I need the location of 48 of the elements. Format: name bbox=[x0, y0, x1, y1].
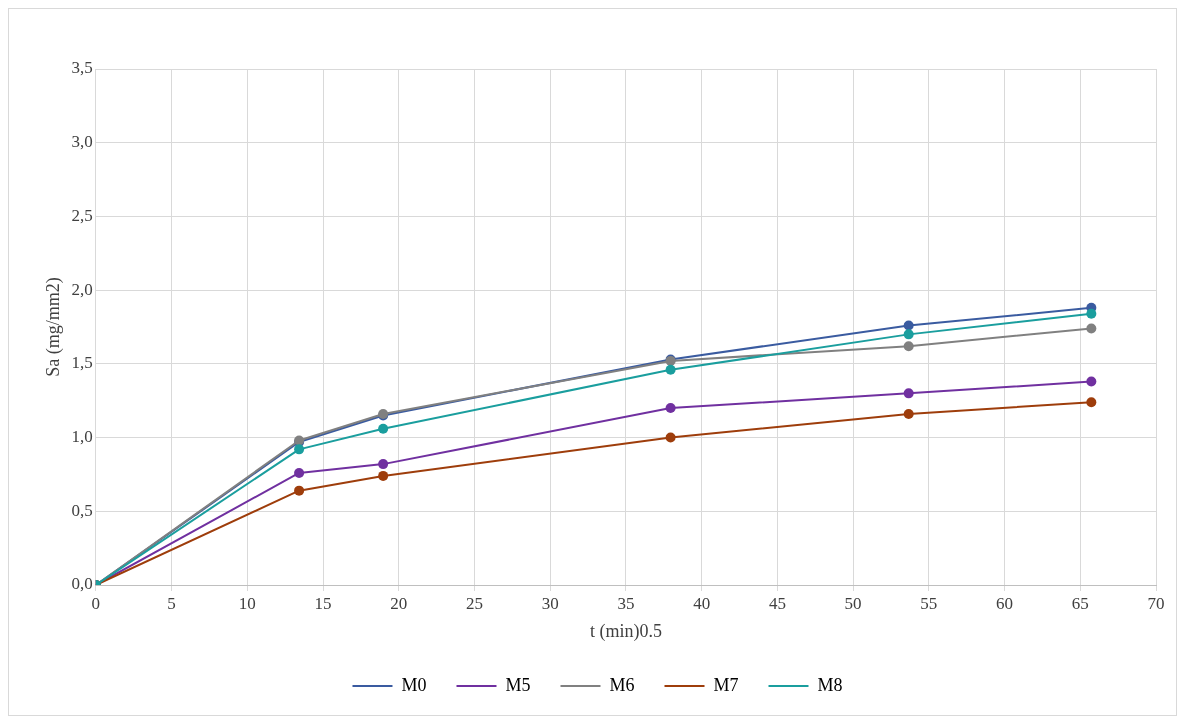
x-tick-label: 60 bbox=[996, 593, 1014, 613]
y-tick-label: 1,5 bbox=[71, 353, 93, 373]
point bbox=[903, 329, 914, 340]
y-tick-label: 3,0 bbox=[71, 132, 93, 152]
y-axis-title: Sa (mg/mm2) bbox=[42, 277, 64, 377]
point bbox=[665, 432, 676, 443]
x-tick-label: 40 bbox=[693, 593, 711, 613]
x-tick-label: 25 bbox=[465, 593, 483, 613]
point bbox=[1086, 308, 1097, 319]
x-tick-label: 0 bbox=[91, 593, 101, 613]
legend-label: M0 bbox=[401, 674, 427, 695]
x-tick-label: 45 bbox=[768, 593, 786, 613]
point bbox=[903, 341, 914, 352]
point bbox=[378, 470, 389, 481]
point bbox=[294, 485, 305, 496]
point bbox=[378, 423, 389, 434]
x-tick-label: 35 bbox=[617, 593, 635, 613]
x-tick-label: 5 bbox=[167, 593, 176, 613]
legend-label: M7 bbox=[713, 674, 739, 695]
point bbox=[1086, 397, 1097, 408]
point bbox=[903, 388, 914, 399]
x-tick-label: 10 bbox=[238, 593, 256, 613]
point bbox=[665, 364, 676, 375]
y-tick-label: 2,5 bbox=[71, 205, 93, 225]
point bbox=[1086, 376, 1097, 387]
point bbox=[1086, 323, 1097, 334]
legend-label: M8 bbox=[817, 674, 843, 695]
y-tick-label: 0,0 bbox=[71, 574, 93, 594]
legend-label: M5 bbox=[505, 674, 531, 695]
x-tick-label: 30 bbox=[541, 593, 559, 613]
y-tick-label: 3,5 bbox=[71, 58, 93, 78]
y-tick-label: 2,0 bbox=[71, 279, 93, 299]
y-tick-label: 1,0 bbox=[71, 427, 93, 447]
legend-label: M6 bbox=[609, 674, 635, 695]
x-tick-label: 20 bbox=[390, 593, 408, 613]
point bbox=[903, 408, 914, 419]
x-tick-label: 70 bbox=[1147, 593, 1165, 613]
x-tick-label: 55 bbox=[920, 593, 938, 613]
x-axis-title: t (min)0.5 bbox=[589, 620, 662, 642]
point bbox=[378, 459, 389, 470]
x-tick-label: 50 bbox=[844, 593, 862, 613]
point bbox=[903, 320, 914, 331]
x-tick-label: 65 bbox=[1071, 593, 1089, 613]
y-tick-label: 0,5 bbox=[71, 500, 93, 520]
point bbox=[665, 403, 676, 414]
point bbox=[294, 467, 305, 478]
point bbox=[294, 444, 305, 455]
x-tick-label: 15 bbox=[314, 593, 332, 613]
